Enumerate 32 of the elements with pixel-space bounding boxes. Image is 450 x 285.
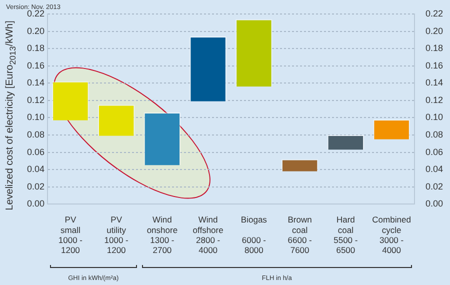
y-tick-label: 0.08 — [26, 130, 45, 140]
y-tick-label: 0.10 — [26, 112, 45, 122]
y2-tick-label: 0.18 — [425, 43, 444, 54]
y-tick-label: 0.20 — [26, 26, 45, 36]
y-tick-label: 0.18 — [26, 43, 45, 54]
y2-tick-label: 0.06 — [425, 146, 444, 157]
x-tick-label: Hard coal 5500 - 6500 — [334, 214, 358, 256]
y2-tick-label: 0.10 — [425, 112, 444, 122]
y-tick-label: 0.12 — [26, 94, 45, 105]
y-tick-label: 0.14 — [26, 78, 45, 88]
y-tick-label: 0.22 — [26, 8, 45, 18]
y-tick-label: 0.00 — [26, 198, 45, 209]
y2-tick-label: 0.14 — [425, 78, 444, 88]
y2-tick-label: 0.12 — [425, 94, 444, 105]
x-tick-label: Wind offshore 2800 - 4000 — [192, 214, 224, 256]
y2-tick-label: 0.08 — [425, 130, 444, 140]
y2-tick-label: 0.04 — [425, 164, 444, 174]
y-tick-label: 0.04 — [26, 164, 45, 174]
y2-tick-label: 0.22 — [425, 8, 444, 18]
y2-tick-label: 0.20 — [425, 26, 444, 36]
y-tick-label: 0.02 — [26, 181, 45, 192]
y-tick-label: 0.16 — [26, 60, 45, 70]
x-tick-label: Wind onshore 1300 - 2700 — [146, 214, 178, 256]
x-tick-label: Combined cycle 3000 - 4000 — [372, 214, 412, 256]
y2-tick-label: 0.00 — [425, 198, 444, 209]
x-tick-label: PV utility 1000 - 1200 — [104, 214, 129, 256]
x-tick-label: PV small 1000 - 1200 — [58, 214, 83, 256]
y2-tick-label: 0.02 — [425, 181, 444, 192]
y2-tick-label: 0.16 — [425, 60, 444, 70]
x-tick-label: Brown coal 6600 - 7600 — [288, 214, 312, 256]
category-label: Biogas 6000 - 8000 — [240, 214, 267, 256]
y-tick-label: 0.06 — [26, 146, 45, 157]
